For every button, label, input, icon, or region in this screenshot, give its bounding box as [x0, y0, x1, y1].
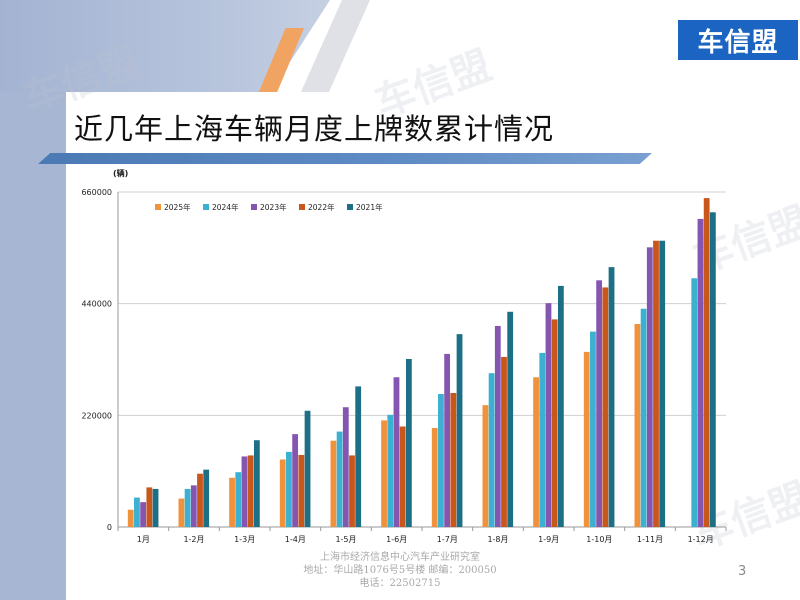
x-tick-label: 1月 [137, 535, 150, 544]
legend-label: 2022年 [308, 202, 335, 212]
bar-2023年 [292, 434, 299, 527]
legend-swatch [155, 204, 161, 210]
bar-2023年 [697, 218, 704, 527]
x-tick-label: 1-3月 [234, 535, 255, 544]
bar-2022年 [146, 487, 153, 527]
bar-2023年 [596, 280, 603, 527]
bar-2023年 [494, 326, 501, 527]
bar-2022年 [602, 287, 609, 527]
y-tick-label: 440000 [81, 300, 112, 309]
bar-2024年 [590, 331, 596, 527]
bar-2021年 [608, 267, 615, 527]
bar-2024年 [387, 414, 394, 527]
legend-swatch [203, 204, 209, 210]
legend-label: 2024年 [212, 202, 239, 212]
y-tick-label: 0 [107, 523, 112, 532]
x-tick-label: 1-7月 [437, 535, 458, 544]
bar-2024年 [184, 488, 191, 527]
legend-label: 2021年 [356, 202, 383, 212]
footer-org: 上海市经济信息中心汽车产业研究室 [320, 552, 480, 563]
y-tick-label: 660000 [81, 188, 112, 197]
bar-2025年 [482, 405, 489, 527]
x-tick-label: 1-8月 [487, 535, 508, 544]
bar-2025年 [178, 498, 185, 527]
x-tick-label: 1-4月 [285, 535, 306, 544]
bar-2022年 [298, 454, 305, 527]
bar-2021年 [557, 285, 564, 527]
bar-2023年 [190, 485, 197, 527]
x-tick-label: 1-10月 [586, 535, 612, 544]
legend-label: 2023年 [260, 202, 287, 212]
bar-2024年 [134, 497, 140, 527]
legend-swatch [347, 204, 353, 210]
x-tick-label: 1-9月 [538, 535, 559, 544]
brand-logo: 车信盟 [678, 20, 798, 60]
bar-2022年 [653, 240, 659, 527]
legend-swatch [251, 204, 257, 210]
bar-2024年 [488, 373, 495, 527]
legend-swatch [299, 204, 305, 210]
bar-2021年 [253, 440, 260, 527]
bar-2021年 [355, 386, 362, 527]
bar-2022年 [703, 198, 710, 527]
bar-2021年 [507, 311, 514, 527]
page-number: 3 [738, 564, 747, 579]
bar-2022年 [501, 356, 507, 527]
bar-2024年 [691, 278, 698, 527]
bar-2025年 [330, 440, 337, 527]
bar-2024年 [539, 352, 546, 527]
bar-2025年 [634, 323, 641, 527]
bar-2025年 [583, 351, 590, 527]
bar-2025年 [533, 377, 539, 527]
bar-2024年 [286, 451, 292, 527]
bar-2021年 [405, 358, 412, 527]
bar-2024年 [438, 394, 444, 527]
bar-2022年 [197, 473, 203, 527]
bar-2023年 [241, 456, 248, 527]
bar-2023年 [545, 303, 552, 527]
x-tick-label: 1-6月 [386, 535, 407, 544]
bar-2021年 [456, 334, 463, 527]
bar-2025年 [127, 509, 134, 527]
bar-2025年 [381, 420, 387, 527]
title-underline-bar [38, 153, 652, 164]
bar-2021年 [304, 410, 311, 527]
bar-2024年 [336, 431, 343, 527]
bar-2023年 [140, 502, 147, 527]
y-unit-label: (辆) [113, 168, 128, 178]
bar-2021年 [659, 240, 666, 527]
y-tick-label: 220000 [81, 411, 112, 420]
bar-2022年 [450, 393, 457, 527]
bar-2023年 [342, 407, 349, 527]
legend-label: 2025年 [164, 202, 191, 212]
x-tick-label: 1-12月 [688, 535, 714, 544]
bar-2023年 [646, 247, 653, 528]
left-decor-band [0, 0, 66, 600]
bar-2022年 [349, 455, 355, 527]
bar-2025年 [229, 477, 235, 527]
bar-2022年 [247, 455, 254, 527]
bar-2021年 [203, 469, 210, 527]
x-tick-label: 1-5月 [335, 535, 356, 544]
bar-2025年 [279, 459, 286, 527]
bar-2021年 [152, 488, 159, 527]
bar-2022年 [551, 319, 558, 527]
bar-2023年 [393, 377, 400, 527]
bar-2024年 [640, 308, 647, 527]
bar-2024年 [235, 472, 242, 527]
bar-2022年 [399, 426, 406, 527]
bar-2021年 [709, 212, 716, 527]
bar-2025年 [431, 428, 438, 527]
x-tick-label: 1-11月 [637, 535, 663, 544]
footer-phone: 电话：22502715 [359, 578, 441, 589]
footer-address: 地址：华山路1076号5号楼 邮编：200050 [303, 565, 497, 576]
bar-2023年 [444, 353, 451, 527]
slide-title: 近几年上海车辆月度上牌数累计情况 [74, 112, 555, 146]
x-tick-label: 1-2月 [183, 535, 204, 544]
